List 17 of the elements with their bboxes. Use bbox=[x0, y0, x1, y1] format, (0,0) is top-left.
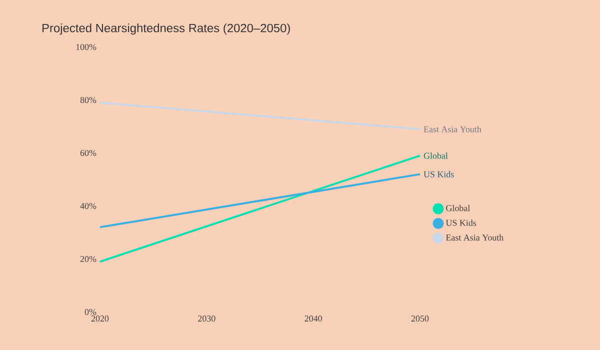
x-tick-label: 2050 bbox=[411, 316, 429, 322]
legend-label: East Asia Youth bbox=[446, 234, 504, 241]
x-tick-label: 2020 bbox=[91, 316, 109, 322]
legend-label: US Kids bbox=[446, 220, 476, 226]
y-tick-label: 20% bbox=[80, 256, 96, 262]
y-tick-label: 100% bbox=[76, 44, 96, 50]
x-tick-label: 2030 bbox=[198, 316, 216, 322]
y-tick-label: 60% bbox=[80, 150, 96, 156]
legend-label: Global bbox=[446, 204, 470, 212]
y-tick-label: 40% bbox=[80, 202, 96, 210]
y-tick-label: 80% bbox=[80, 96, 96, 104]
text: East Asia Youth bbox=[424, 126, 482, 132]
chart-title: Projected Nearsightedness Rates (2020–2050) bbox=[42, 24, 290, 35]
text: Global bbox=[424, 152, 448, 159]
x-tick-label: 2040 bbox=[304, 316, 322, 322]
text: US Kids bbox=[424, 171, 454, 178]
y-tick-label: 0% bbox=[84, 308, 96, 316]
